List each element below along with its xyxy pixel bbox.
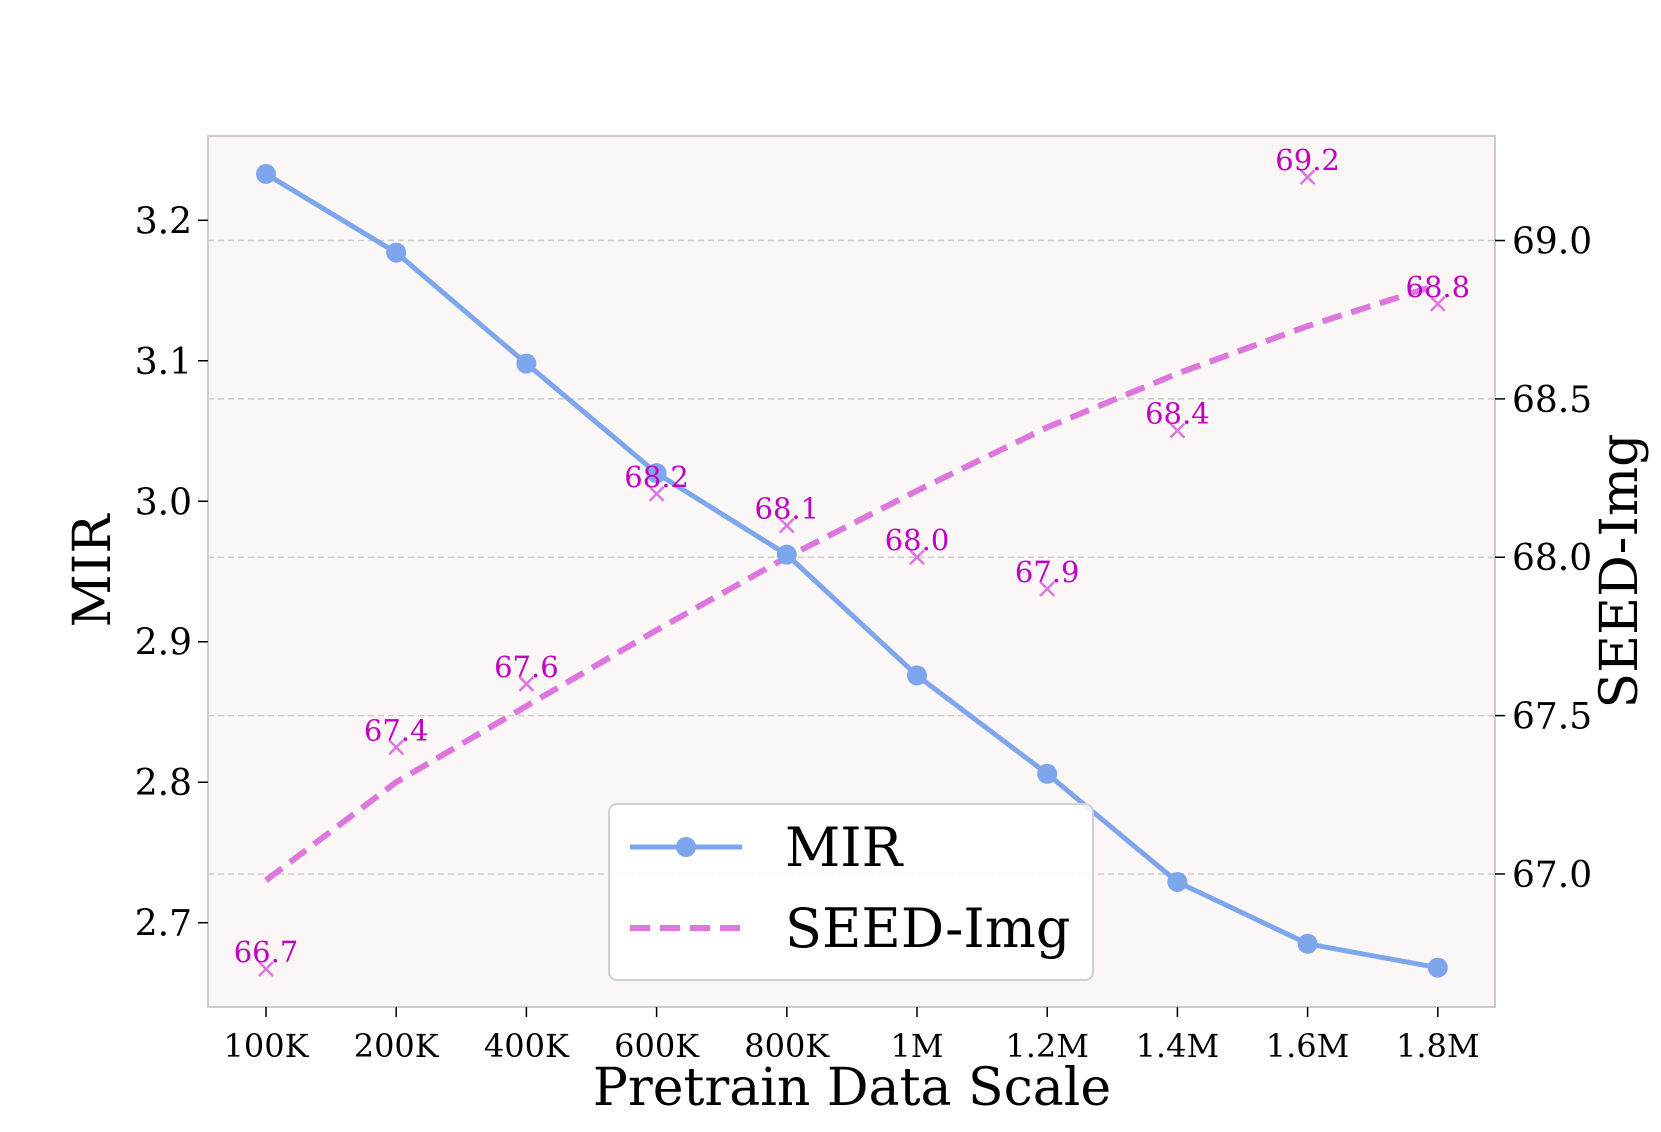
y-left-tick-label: 2.9 bbox=[135, 623, 192, 664]
x-tick-label: 400K bbox=[484, 1027, 570, 1065]
mir-point bbox=[1037, 763, 1058, 784]
seed-trend-layer bbox=[264, 282, 1439, 883]
mir-point bbox=[907, 665, 927, 686]
seed-value-label: 68.8 bbox=[1406, 270, 1471, 304]
x-tick-label: 800K bbox=[744, 1027, 830, 1065]
mir-point bbox=[1427, 957, 1448, 978]
x-tick-label: 1.2M bbox=[1005, 1027, 1089, 1065]
y-left-tick-label: 3.1 bbox=[135, 342, 192, 383]
y-right-tick-label: 68.5 bbox=[1512, 380, 1592, 421]
seed-value-label: 67.6 bbox=[494, 650, 559, 684]
mir-point bbox=[1167, 871, 1188, 892]
seed-point bbox=[1039, 581, 1056, 597]
seed-value-label: 68.2 bbox=[624, 460, 689, 494]
seed-value-label: 68.4 bbox=[1145, 397, 1210, 431]
mir-point bbox=[776, 544, 797, 565]
seed-point bbox=[1299, 169, 1316, 186]
seed-value-label: 67.9 bbox=[1015, 555, 1080, 589]
seed-point bbox=[388, 739, 405, 756]
plot-frame bbox=[207, 135, 1496, 1008]
seed-point bbox=[909, 549, 925, 566]
legend-mir-marker bbox=[676, 837, 696, 857]
seed-points-layer: 66.7 67.4 67.6 68.2 68.1 68.0 67.9 68.4 69.2 68.8 bbox=[234, 143, 1471, 977]
y-right-tick-label: 68.0 bbox=[1512, 538, 1592, 579]
seed-value-label: 69.2 bbox=[1275, 143, 1340, 177]
y-right-tick-label: 67.5 bbox=[1512, 697, 1592, 738]
mir-line bbox=[264, 171, 1439, 971]
x-axis-label: Pretrain Data Scale bbox=[593, 1058, 1111, 1118]
mir-series-layer bbox=[256, 163, 1448, 978]
y-axis-left-label: MIR bbox=[63, 513, 123, 628]
mir-point bbox=[516, 353, 537, 374]
mir-point bbox=[646, 463, 667, 484]
mir-point bbox=[1297, 933, 1318, 954]
y-right-tick-label: 67.0 bbox=[1512, 855, 1592, 896]
seed-value-label: 68.0 bbox=[885, 523, 950, 557]
seed-trend-line bbox=[264, 282, 1439, 883]
x-tick-label: 600K bbox=[614, 1027, 700, 1065]
axes: 67.0 67.5 68.0 68.5 69.0 2.7 2.8 2.9 3.0 3.1 3.2 10… bbox=[135, 201, 1592, 1065]
y-left-tick-label: 2.7 bbox=[135, 904, 192, 945]
y-left-tick-label: 2.8 bbox=[135, 763, 192, 804]
seed-point bbox=[1169, 422, 1186, 439]
x-tick-label: 1M bbox=[890, 1027, 943, 1065]
legend: MIR SEED-Img bbox=[608, 803, 1094, 981]
seed-point bbox=[1429, 295, 1446, 312]
seed-value-label: 68.1 bbox=[755, 492, 820, 526]
y-left-tick-label: 3.0 bbox=[135, 482, 192, 523]
x-tick-label: 200K bbox=[354, 1027, 440, 1065]
legend-seed-label: SEED-Img bbox=[785, 897, 1070, 960]
gridlines bbox=[208, 239, 1495, 875]
mir-point bbox=[386, 242, 407, 263]
mir-point bbox=[256, 163, 276, 184]
y-right-tick-label: 69.0 bbox=[1512, 222, 1592, 263]
y-axis-right-label: SEED-Img bbox=[1590, 434, 1650, 709]
y-left-tick-label: 3.2 bbox=[135, 201, 192, 242]
x-tick-label: 1.6M bbox=[1266, 1027, 1350, 1065]
seed-value-label: 66.7 bbox=[234, 935, 299, 969]
seed-point bbox=[648, 486, 665, 502]
seed-point bbox=[258, 961, 274, 977]
legend-mir-label: MIR bbox=[785, 816, 904, 879]
x-tick-label: 1.8M bbox=[1396, 1027, 1480, 1065]
seed-value-label: 67.4 bbox=[364, 713, 429, 747]
x-tick-label: 1.4M bbox=[1136, 1027, 1220, 1065]
seed-point bbox=[518, 676, 535, 692]
seed-point bbox=[778, 517, 795, 534]
x-tick-label: 100K bbox=[224, 1027, 310, 1065]
